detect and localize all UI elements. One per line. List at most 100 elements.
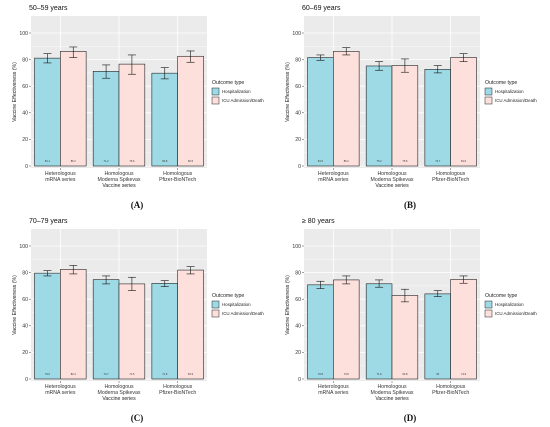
legend-swatch bbox=[484, 87, 493, 96]
data-label: 81.6 bbox=[461, 159, 467, 163]
bar bbox=[424, 69, 451, 167]
data-label: 71.6 bbox=[377, 372, 383, 376]
bar bbox=[391, 65, 419, 167]
panel-letter: (B) bbox=[404, 200, 416, 210]
y-tick-label: 20 bbox=[22, 350, 28, 356]
y-tick-label: 0 bbox=[298, 377, 301, 383]
bar bbox=[92, 279, 120, 380]
y-tick-label: 20 bbox=[22, 137, 28, 143]
data-label: 82.5 bbox=[188, 159, 194, 163]
x-axis-title: Vaccine series bbox=[102, 183, 136, 189]
x-tick-label: Homologous Moderna Spikevax bbox=[371, 384, 414, 396]
bar bbox=[177, 269, 204, 380]
y-tick-label: 80 bbox=[295, 270, 301, 276]
x-axis-title: Vaccine series bbox=[102, 396, 136, 402]
data-label: 74.9 bbox=[461, 372, 467, 376]
legend-swatch bbox=[211, 309, 220, 318]
data-label: 69.8 bbox=[162, 159, 168, 163]
data-label: 79.6 bbox=[45, 372, 51, 376]
x-tick-label: Homologous Moderna Spikevax bbox=[98, 384, 141, 396]
bar bbox=[333, 279, 360, 380]
y-tick-label: 0 bbox=[25, 164, 28, 170]
x-tick-label: Homologous Pfizer-BioNTech bbox=[432, 384, 469, 396]
legend-label: Hospitalization bbox=[495, 302, 524, 307]
data-label: 74.5 bbox=[344, 372, 350, 376]
chart-panel: ≥ 80 years 0 20 40 60 80 100 70.8 71.6 64 74.5 62.8… bbox=[285, 218, 537, 423]
panel-title: 60–69 years bbox=[302, 5, 341, 12]
legend-label: Hospitalization bbox=[495, 89, 524, 94]
legend-swatch bbox=[211, 96, 220, 105]
y-tick-label: 100 bbox=[19, 31, 28, 37]
x-tick-label: Heterologous mRNA series bbox=[45, 171, 76, 183]
data-label: 81.5 bbox=[318, 159, 324, 163]
data-label: 70.8 bbox=[318, 372, 324, 376]
legend-title: Outcome type bbox=[212, 80, 244, 86]
y-tick-label: 60 bbox=[295, 297, 301, 303]
y-axis-title: Vaccine Effectiveness (%) bbox=[12, 62, 18, 122]
y-tick-label: 100 bbox=[292, 244, 301, 250]
bar bbox=[151, 72, 178, 167]
bar bbox=[307, 284, 334, 380]
legend-swatch bbox=[484, 309, 493, 318]
panel-letter: (A) bbox=[131, 200, 144, 210]
legend-label: Hospitalization bbox=[222, 302, 251, 307]
panel-title: 50–59 years bbox=[29, 5, 68, 12]
x-tick-label: Heterologous mRNA series bbox=[45, 384, 76, 396]
legend-label: Hospitalization bbox=[222, 89, 251, 94]
legend-swatch bbox=[211, 300, 220, 309]
panel-title: ≥ 80 years bbox=[302, 218, 335, 225]
data-label: 82.4 bbox=[71, 372, 77, 376]
bar bbox=[177, 55, 204, 167]
x-tick-label: Homologous Moderna Spikevax bbox=[371, 171, 414, 183]
data-label: 76.6 bbox=[129, 159, 135, 163]
bar bbox=[365, 65, 393, 167]
bar bbox=[391, 295, 419, 380]
legend-swatch bbox=[484, 96, 493, 105]
chart-panel: 70–79 years 0 20 40 60 80 100 79.6 74.7 71.9 82.4 7… bbox=[12, 218, 264, 423]
x-tick-label: Homologous Pfizer-BioNTech bbox=[159, 384, 196, 396]
panel-title: 70–79 years bbox=[29, 218, 68, 225]
data-label: 74.7 bbox=[104, 372, 110, 376]
bar bbox=[307, 57, 334, 167]
data-label: 86.2 bbox=[344, 159, 350, 163]
y-tick-label: 40 bbox=[295, 111, 301, 117]
data-label: 75.5 bbox=[402, 159, 408, 163]
x-axis-title: Vaccine series bbox=[375, 183, 409, 189]
y-axis-title: Vaccine Effectiveness (%) bbox=[12, 275, 18, 335]
bar bbox=[450, 57, 477, 167]
bar bbox=[424, 293, 451, 380]
legend-title: Outcome type bbox=[485, 293, 517, 299]
x-tick-label: Heterologous mRNA series bbox=[318, 384, 349, 396]
legend-label: ICU Admission/Death bbox=[495, 98, 537, 103]
x-tick-label: Heterologous mRNA series bbox=[318, 171, 349, 183]
bar bbox=[151, 283, 178, 380]
y-axis-title: Vaccine Effectiveness (%) bbox=[285, 275, 291, 335]
chart-panel: 50–59 years 0 20 40 60 80 100 81.1 71.2 69.8 86.2 7… bbox=[12, 5, 264, 210]
x-tick-label: Homologous Pfizer-BioNTech bbox=[432, 171, 469, 183]
y-tick-label: 100 bbox=[19, 244, 28, 250]
y-tick-label: 40 bbox=[295, 324, 301, 330]
data-label: 81.9 bbox=[188, 372, 194, 376]
chart-panel: 60–69 years 0 20 40 60 80 100 81.5 75.2 72.7 86.2 7… bbox=[285, 5, 537, 210]
legend-label: ICU Admission/Death bbox=[222, 98, 264, 103]
data-label: 64 bbox=[436, 372, 439, 376]
y-tick-label: 60 bbox=[22, 84, 28, 90]
y-tick-label: 80 bbox=[22, 270, 28, 276]
legend-title: Outcome type bbox=[212, 293, 244, 299]
y-tick-label: 100 bbox=[292, 31, 301, 37]
y-axis-title: Vaccine Effectiveness (%) bbox=[285, 62, 291, 122]
data-label: 62.8 bbox=[402, 372, 408, 376]
data-label: 71.5 bbox=[129, 372, 135, 376]
y-tick-label: 80 bbox=[295, 57, 301, 63]
legend-label: ICU Admission/Death bbox=[222, 311, 264, 316]
y-tick-label: 20 bbox=[295, 350, 301, 356]
panel-letter: (D) bbox=[404, 413, 417, 423]
y-tick-label: 80 bbox=[22, 57, 28, 63]
y-tick-label: 40 bbox=[22, 111, 28, 117]
legend-title: Outcome type bbox=[485, 80, 517, 86]
x-tick-label: Homologous Moderna Spikevax bbox=[98, 171, 141, 183]
bar bbox=[333, 51, 360, 167]
panel-letter: (C) bbox=[131, 413, 144, 423]
y-tick-label: 40 bbox=[22, 324, 28, 330]
